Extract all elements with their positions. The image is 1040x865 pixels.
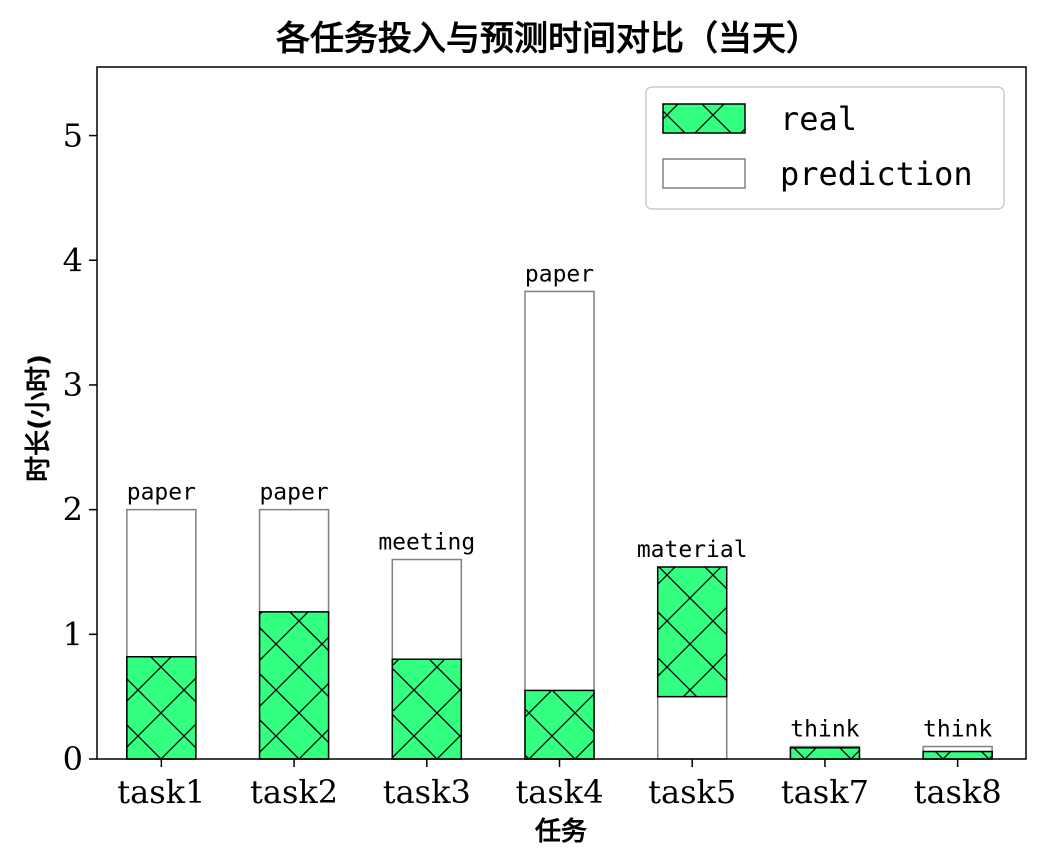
- y-tick-label-2: 2: [63, 491, 83, 529]
- real-bar-task5: [656, 566, 728, 698]
- y-tick-label-4: 4: [63, 241, 83, 279]
- x-axis-label: 任务: [534, 817, 587, 847]
- legend-label-real: real: [780, 100, 857, 138]
- bar-label-task3: meeting: [378, 530, 475, 556]
- prediction-bar-task5: [656, 695, 728, 760]
- real-bar-task7: [789, 747, 861, 760]
- bar-label-task1: paper: [127, 480, 196, 506]
- real-bar-task8: [922, 750, 993, 760]
- x-tick-label-task3: task3: [383, 773, 471, 811]
- real-bar-task3: [391, 658, 463, 760]
- plot-area-frame: [96, 66, 1027, 760]
- x-tick-label-task5: task5: [648, 773, 736, 811]
- legend-swatch-real: [662, 103, 746, 134]
- y-tick-label-5: 5: [63, 117, 83, 155]
- x-tick-label-task8: task8: [914, 773, 1002, 811]
- real-bar-task1: [126, 656, 197, 760]
- bar-label-task2: paper: [259, 480, 328, 506]
- legend-label-prediction: prediction: [780, 155, 973, 193]
- y-tick-label-3: 3: [63, 366, 83, 404]
- x-tick-label-task1: task1: [117, 773, 205, 811]
- x-tick-label-task4: task4: [515, 773, 603, 811]
- bar-label-task4: paper: [525, 261, 594, 287]
- x-axis: task1 task2 task3 task4 task5 task7 task8: [117, 759, 1002, 811]
- y-axis: 0 1 2 3 4 5: [63, 117, 97, 778]
- bar-label-task5: material: [637, 537, 748, 563]
- legend: real prediction: [645, 86, 1005, 210]
- chart-title: 各任务投入与预测时间对比（当天）: [276, 19, 820, 59]
- prediction-bar-task4: [524, 290, 595, 760]
- bars-layer: [126, 290, 993, 760]
- y-tick-label-1: 1: [63, 615, 83, 653]
- y-tick-label-0: 0: [63, 740, 83, 778]
- x-tick-label-task7: task7: [781, 773, 869, 811]
- legend-swatch-prediction: [662, 158, 746, 189]
- bar-labels-layer: paper paper meeting paper material think think: [127, 261, 993, 742]
- bar-label-task8: think: [923, 717, 992, 743]
- x-tick-label-task2: task2: [250, 773, 338, 811]
- real-bar-task4: [524, 689, 595, 760]
- bar-label-task7: think: [790, 717, 859, 743]
- y-axis-label: 时长(小时): [24, 354, 54, 482]
- real-bar-task2: [258, 611, 330, 760]
